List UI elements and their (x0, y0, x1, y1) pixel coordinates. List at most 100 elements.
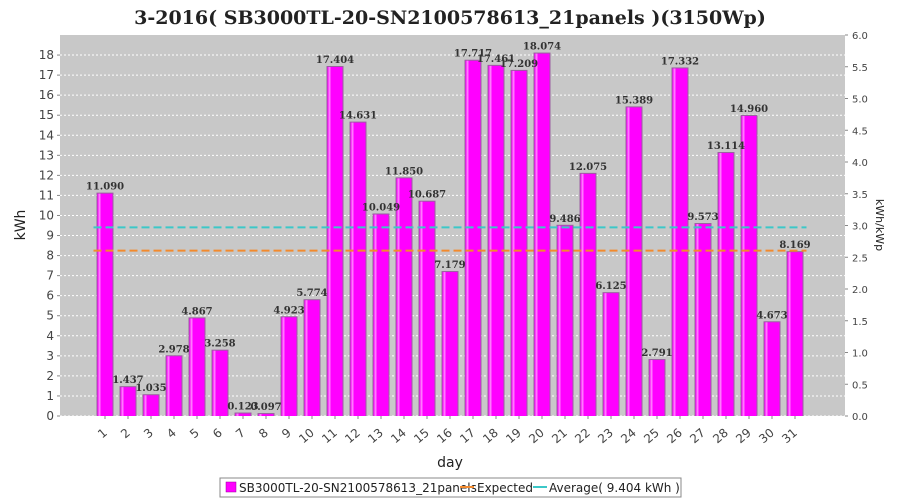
x-tick-label: 14 (388, 426, 409, 447)
bar (580, 173, 596, 416)
bar (603, 293, 619, 416)
bar (488, 65, 504, 417)
x-tick-label: 16 (434, 426, 455, 447)
bar (419, 201, 435, 416)
bar-highlight (259, 414, 262, 416)
y-tick-label: 7 (46, 269, 54, 283)
x-tick-label: 31 (779, 426, 800, 447)
x-tick-label: 29 (733, 426, 754, 447)
y-tick-label: 18 (39, 48, 54, 62)
bar-highlight (121, 387, 124, 416)
data-label: 5.774 (296, 288, 327, 299)
x-axis-label: day (437, 455, 463, 471)
x-tick-label: 21 (549, 426, 570, 447)
bar-highlight (282, 317, 285, 416)
y-tick-label: 15 (39, 108, 54, 122)
data-label: 15.389 (615, 95, 653, 106)
data-label: 4.673 (756, 310, 787, 321)
bar-highlight (719, 153, 722, 416)
x-tick-label: 26 (664, 426, 685, 447)
bar (511, 70, 527, 417)
bar (741, 116, 757, 416)
data-label: 11.090 (86, 182, 124, 193)
legend: SB3000TL-20-SN2100578613_21panels Expect… (219, 477, 682, 498)
y-tick-label: 10 (39, 208, 54, 222)
data-label: 17.332 (661, 56, 699, 67)
data-label: 0.123 (227, 402, 258, 413)
x-tick-label: 24 (618, 426, 639, 447)
x-tick-label: 13 (365, 426, 386, 447)
y-right-tick-label: 4.0 (852, 158, 868, 169)
data-label: 0.097 (250, 402, 281, 413)
data-label: 4.867 (181, 306, 212, 317)
bar-highlight (397, 178, 400, 416)
bar-highlight (98, 193, 101, 416)
bar-highlight (627, 107, 630, 417)
bar (235, 413, 251, 416)
bar-highlight (696, 224, 699, 416)
y-right-tick-label: 1.5 (852, 317, 868, 328)
bar-highlight (581, 173, 584, 416)
reference-lines (93, 226, 807, 252)
bar-highlight (558, 225, 561, 416)
bar-highlight (305, 300, 308, 416)
data-label: 10.049 (362, 202, 400, 213)
bar-highlight (673, 68, 676, 417)
legend-swatch-production (225, 481, 237, 493)
data-label: 10.687 (408, 190, 446, 201)
y-right-tick-label: 0.0 (852, 412, 868, 423)
bar (281, 317, 297, 416)
y-tick-label: 5 (46, 309, 54, 323)
bar-highlight (443, 272, 446, 416)
legend-item-production: SB3000TL-20-SN2100578613_21panels (239, 481, 477, 495)
bar (258, 414, 274, 416)
x-tick-label: 9 (279, 426, 294, 442)
y-right-tick-label: 0.5 (852, 380, 868, 391)
bar (465, 60, 481, 416)
y-tick-label: 11 (39, 188, 54, 202)
bar (396, 178, 412, 416)
data-label: 12.075 (569, 162, 607, 173)
data-label: 18.074 (523, 42, 561, 53)
y-right-tick-label: 5.5 (852, 63, 868, 74)
bar (649, 360, 665, 416)
legend-item-average: Average( 9.404 kWh ) (549, 481, 680, 495)
bar-highlight (236, 413, 239, 416)
y-right-tick-label: 5.0 (852, 95, 868, 106)
data-label: 9.486 (549, 214, 580, 225)
bar (695, 224, 711, 416)
data-label: 9.573 (687, 212, 718, 223)
y-tick-label: 0 (46, 409, 54, 423)
y-right-tick-label: 6.0 (852, 31, 868, 42)
bar (166, 356, 182, 416)
y-tick-label: 2 (46, 369, 54, 383)
y-axis-label: kWh (13, 210, 29, 241)
data-label: 13.114 (707, 141, 745, 152)
bar (442, 272, 458, 416)
y-right-tick-label: 3.0 (852, 222, 868, 233)
y-tick-label: 3 (46, 349, 54, 363)
x-tick-label: 7 (233, 426, 248, 442)
data-label: 11.850 (385, 166, 423, 177)
y-tick-label: 6 (46, 289, 54, 303)
x-tick-label: 8 (256, 426, 271, 442)
x-tick-label: 4 (164, 426, 179, 442)
y-tick-label: 4 (46, 329, 54, 343)
bar-highlight (650, 360, 653, 416)
x-tick-label: 25 (641, 426, 662, 447)
bar (350, 122, 366, 416)
bar (557, 225, 573, 416)
data-label: 17.461 (477, 54, 515, 65)
x-tick-label: 17 (457, 426, 478, 447)
data-label: 7.179 (434, 260, 465, 271)
bar-highlight (420, 201, 423, 416)
x-tick-label: 12 (342, 426, 363, 447)
y-tick-label: 9 (46, 229, 54, 243)
bar (327, 67, 343, 416)
y-tick-label: 16 (39, 88, 54, 102)
y-right-tick-label: 2.0 (852, 285, 868, 296)
x-tick-label: 19 (503, 426, 524, 447)
